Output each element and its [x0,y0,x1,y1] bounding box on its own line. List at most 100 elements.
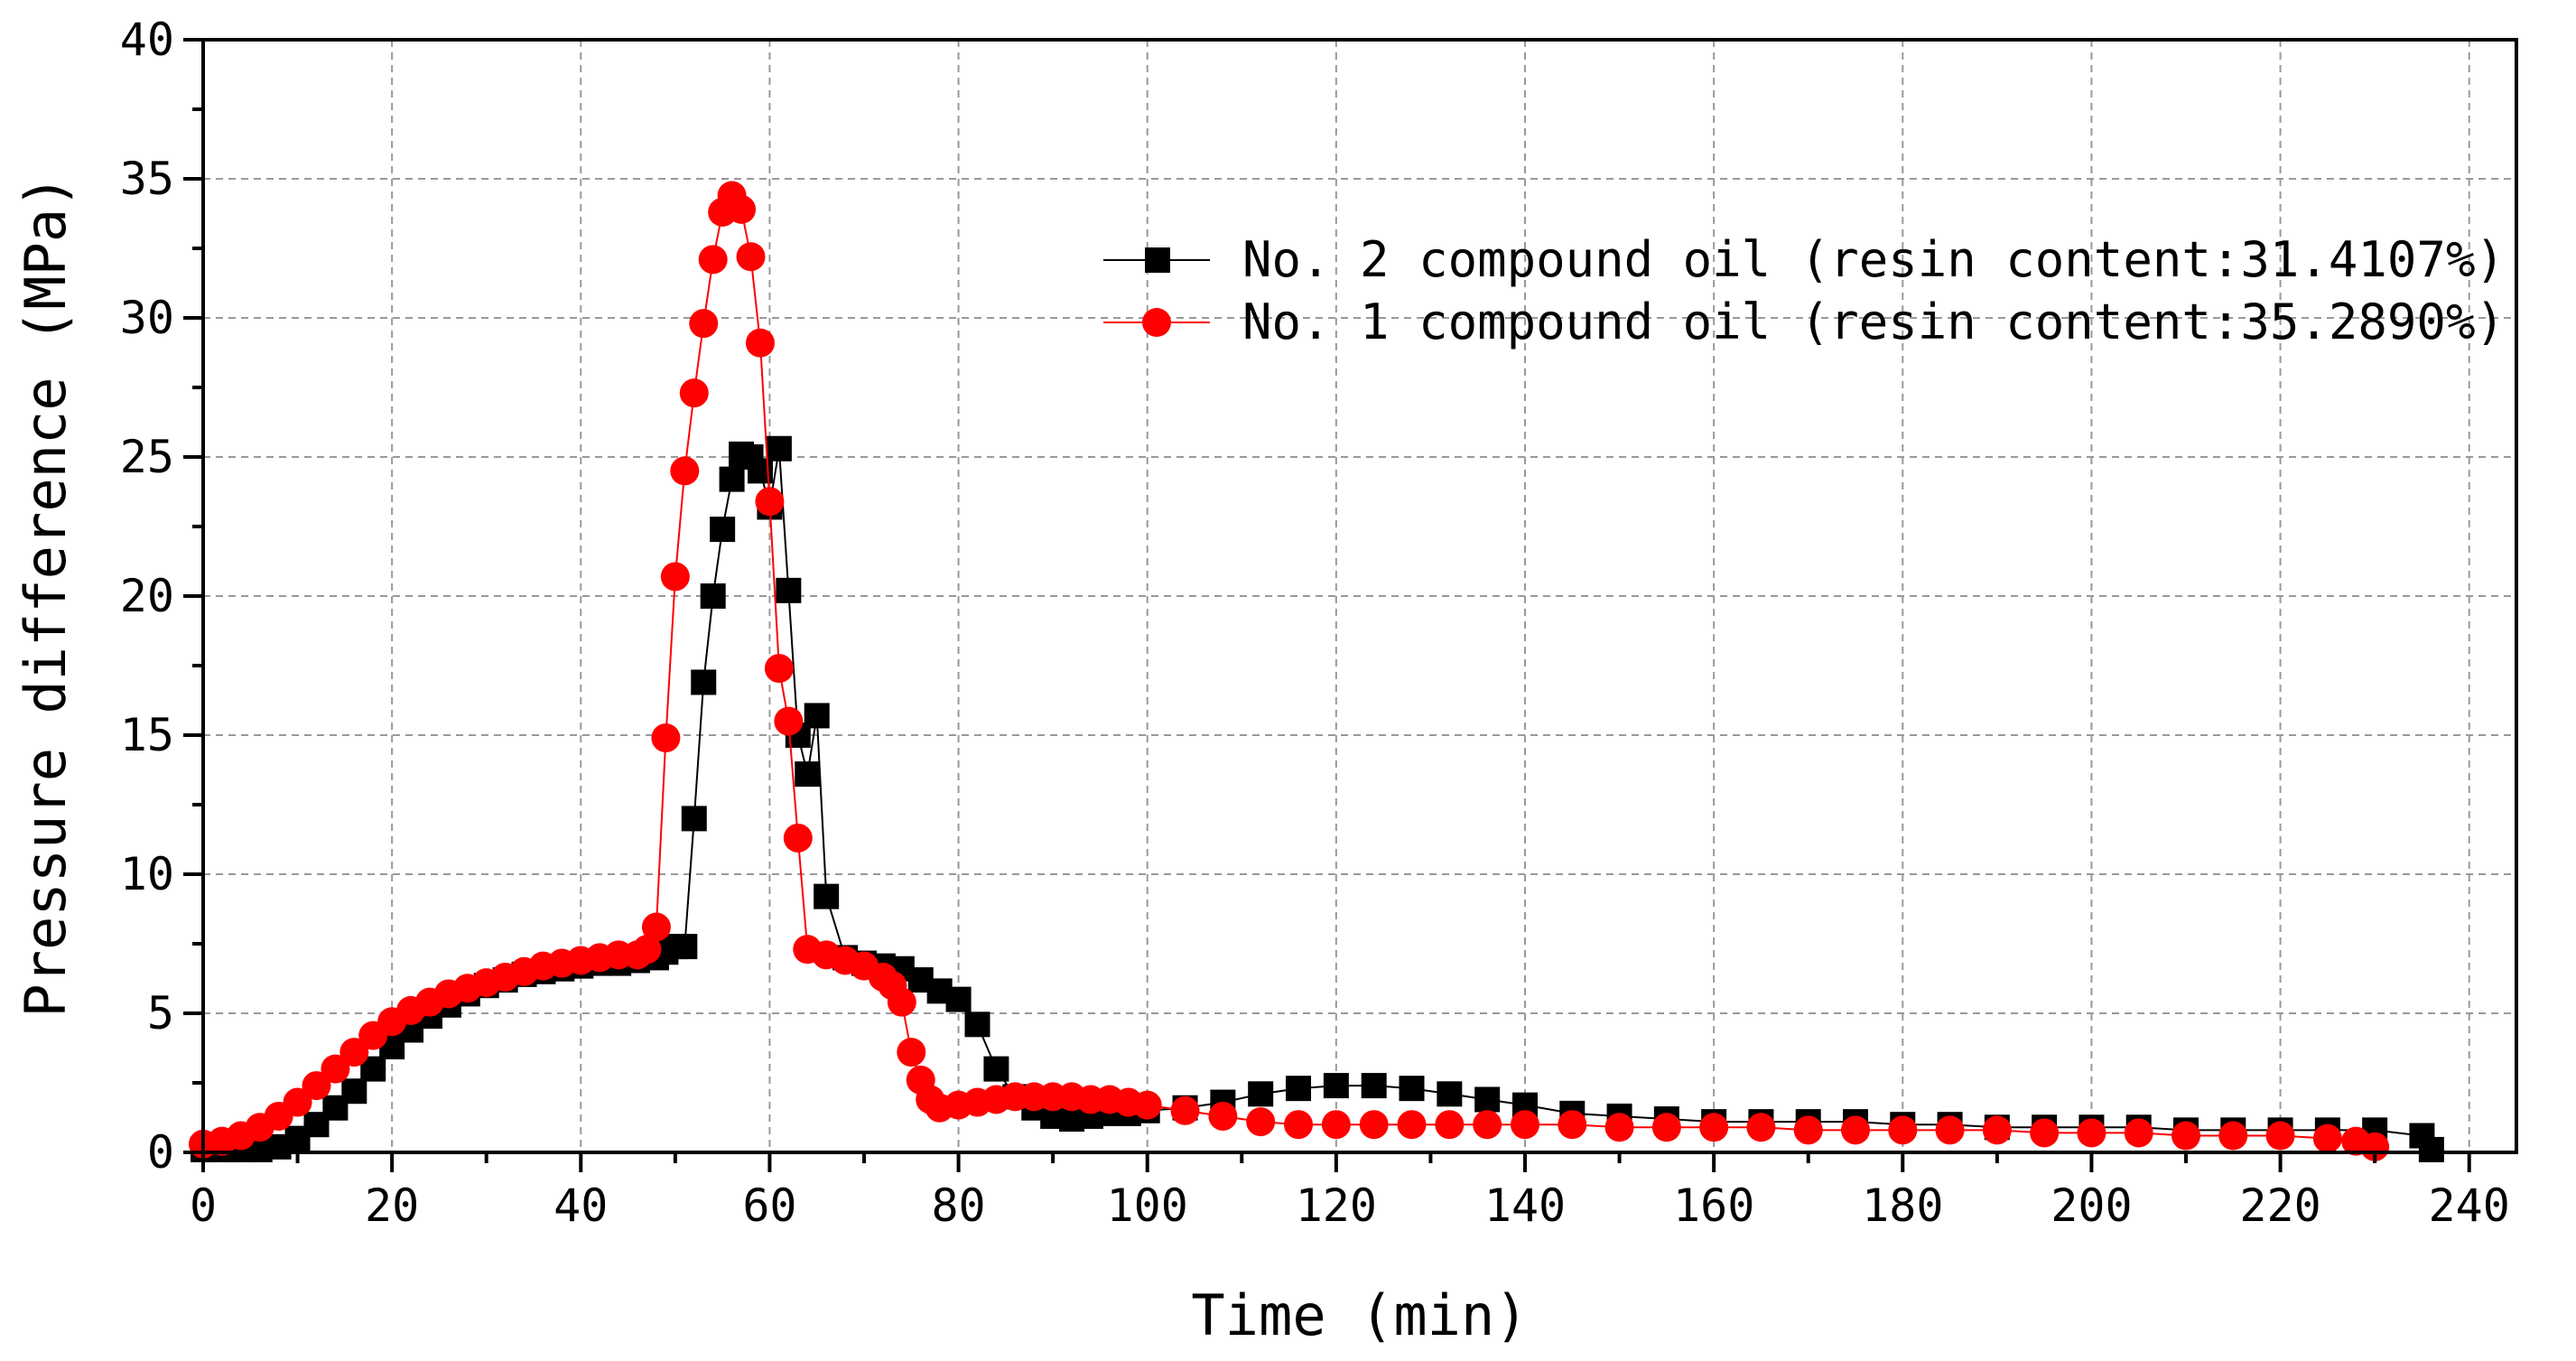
data-point-circle [1746,1113,1776,1142]
series-line [203,448,2432,1151]
y-axis-title: Pressure difference (MPa) [13,174,79,1017]
grid-lines [203,40,2516,1152]
y-tick-label: 40 [120,14,174,66]
data-point-circle [2124,1118,2153,1148]
data-point-circle [1558,1110,1587,1140]
data-point-circle [2077,1118,2106,1148]
data-point-square [719,466,745,492]
data-point-square [1286,1076,1312,1102]
series-group [189,181,2444,1162]
x-tick-label: 140 [1484,1179,1566,1232]
data-point-circle [2171,1121,2200,1151]
data-point-circle [2218,1121,2248,1151]
data-point-circle [745,328,775,358]
data-point-square [672,934,698,960]
data-point-circle [755,487,785,517]
data-point-square [681,806,707,832]
data-point-square [1248,1081,1274,1107]
data-point-circle [321,1054,350,1084]
x-tick-label: 80 [931,1179,985,1232]
x-tick-label: 40 [553,1179,608,1232]
x-axis-title: Time (min) [1191,1282,1528,1348]
axis-ticks [183,38,2471,1172]
x-tick-label: 180 [1862,1179,1943,1232]
data-point-square [964,1011,990,1038]
data-point-square [766,435,792,461]
legend: No. 2 compound oil (resin content:31.410… [1103,231,2505,350]
y-tick-label: 35 [120,153,174,205]
data-point-square [1323,1073,1349,1099]
y-tick-label: 30 [120,292,174,344]
data-point-circle [1888,1115,1918,1145]
data-point-circle [1841,1115,1870,1145]
data-point-circle [339,1038,369,1067]
data-point-circle [774,706,804,736]
data-point-circle [1397,1110,1427,1140]
data-point-square [945,986,972,1012]
y-tick-label: 10 [120,848,174,900]
data-point-circle [1982,1115,2012,1145]
x-tick-label: 20 [365,1179,419,1232]
data-point-circle [689,309,719,339]
data-point-circle [1511,1110,1539,1140]
data-point-circle [783,823,813,853]
y-tick-label: 5 [147,987,174,1039]
data-point-circle [736,242,766,272]
series-2 [191,435,2444,1162]
data-point-circle [1793,1115,1823,1145]
data-point-circle [2030,1118,2060,1148]
data-point-circle [670,456,700,486]
y-tick-label: 0 [147,1126,174,1179]
x-tick-label: 200 [2051,1179,2132,1232]
data-point-circle [1651,1113,1681,1142]
data-point-circle [679,378,709,408]
data-point-square [1474,1086,1501,1113]
series-1 [189,181,2390,1161]
data-point-circle [632,935,662,965]
data-point-square [710,517,736,543]
data-point-circle [1473,1110,1502,1140]
data-point-circle [1699,1113,1729,1142]
data-point-circle [1284,1110,1314,1140]
data-point-circle [1359,1110,1389,1140]
legend-label-series-2: No. 2 compound oil (resin content:31.410… [1242,231,2505,288]
x-tick-label: 160 [1673,1179,1754,1232]
data-point-circle [698,245,728,275]
tick-labels: 0 20 40 60 80 100 120 140 160 180 200 220 240 0 5 10 15 2… [120,14,2510,1232]
data-point-circle [1321,1110,1351,1140]
data-point-circle [283,1087,312,1117]
y-tick-label: 15 [120,709,174,761]
data-point-circle [2265,1121,2295,1151]
data-point-circle [641,912,671,942]
data-point-circle [1604,1113,1634,1142]
data-point-square [1399,1076,1425,1102]
data-point-circle [897,1038,926,1067]
data-point-circle [2312,1123,2342,1153]
data-point-circle [1435,1110,1465,1140]
data-point-circle [764,654,794,684]
x-tick-label: 0 [190,1179,217,1232]
legend-marker-circle-icon [1142,308,1171,337]
x-tick-label: 60 [742,1179,796,1232]
data-point-square [1437,1081,1463,1107]
data-point-square [814,883,840,909]
data-point-circle [1132,1090,1162,1120]
data-point-square [804,703,830,729]
data-point-circle [1246,1107,1276,1137]
data-point-circle [887,987,916,1017]
data-point-circle [651,723,681,753]
legend-marker-square-icon [1145,247,1170,273]
data-point-square [700,583,726,609]
data-point-square [795,761,821,788]
x-tick-label: 100 [1107,1179,1188,1232]
data-point-square [341,1078,367,1105]
data-point-square [691,669,717,695]
data-point-circle [1935,1115,1965,1145]
data-point-circle [727,194,757,224]
data-point-circle [1170,1095,1200,1125]
y-tick-label: 25 [120,431,174,483]
data-point-circle [1208,1101,1238,1131]
data-point-square [1361,1073,1387,1099]
data-point-square [776,577,802,603]
